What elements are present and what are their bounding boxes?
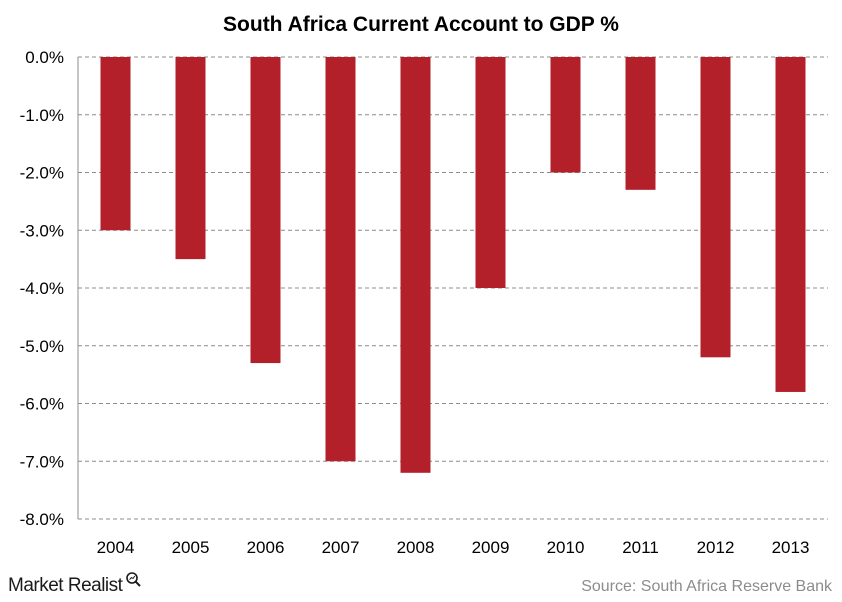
x-tick-label: 2005	[172, 538, 210, 557]
y-tick-label: -6.0%	[20, 395, 64, 414]
bar	[550, 57, 581, 173]
y-tick-label: -3.0%	[20, 221, 64, 240]
y-tick-label: -4.0%	[20, 279, 64, 298]
bar	[775, 57, 806, 392]
x-tick-label: 2009	[472, 538, 510, 557]
x-tick-label: 2011	[622, 538, 659, 557]
y-tick-label: -5.0%	[20, 337, 64, 356]
y-tick-label: -2.0%	[20, 164, 64, 183]
brand-logo: Market Realist	[8, 572, 141, 596]
magnifier-icon	[126, 572, 141, 587]
y-tick-label: -1.0%	[20, 106, 64, 125]
x-axis-ticks: 2004 2005 2006 2007 2008 2009 2010 2011 2012 2013	[97, 538, 810, 557]
bar	[250, 57, 281, 364]
x-tick-label: 2012	[697, 538, 735, 557]
bar	[700, 57, 731, 358]
x-tick-label: 2008	[397, 538, 435, 557]
x-tick-label: 2007	[322, 538, 360, 557]
bar	[100, 57, 131, 231]
bar	[400, 57, 431, 473]
y-tick-label: -8.0%	[20, 510, 64, 529]
brand-name: Market Realist	[8, 575, 124, 596]
x-tick-label: 2013	[772, 538, 810, 557]
bar	[325, 57, 356, 462]
y-tick-label: -7.0%	[20, 452, 64, 471]
x-tick-label: 2010	[547, 538, 585, 557]
y-tick-label: 0.0%	[25, 48, 64, 67]
bar	[475, 57, 506, 288]
source-note: Source: South Africa Reserve Bank	[581, 578, 833, 595]
y-axis-ticks: 0.0% -1.0% -2.0% -3.0% -4.0% -5.0% -6.0% -7.0% -…	[20, 48, 64, 529]
bar	[625, 57, 656, 190]
chart-title: South Africa Current Account to GDP %	[223, 13, 619, 36]
x-tick-label: 2006	[247, 538, 285, 557]
x-tick-label: 2004	[97, 538, 135, 557]
bars	[100, 57, 806, 473]
bar	[175, 57, 206, 260]
